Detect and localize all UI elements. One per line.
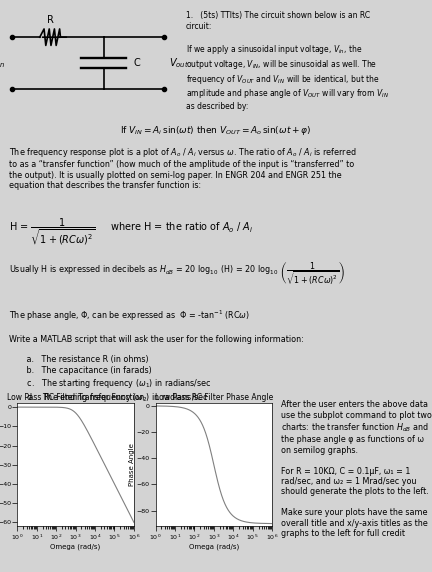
Text: $V_{in}$: $V_{in}$ (0, 56, 5, 70)
Y-axis label: Phase Angle: Phase Angle (129, 443, 135, 486)
Text: H = $\dfrac{1}{\sqrt{1 + (RC\omega)^2}}$     where H = the ratio of $A_o$ / $A_i: H = $\dfrac{1}{\sqrt{1 + (RC\omega)^2}}$… (9, 216, 253, 247)
Text: R: R (47, 15, 54, 25)
Title: Low Pass RC Filter Phase Angle: Low Pass RC Filter Phase Angle (155, 394, 273, 403)
Text: $V_{out}$: $V_{out}$ (169, 56, 189, 70)
Text: After the user enters the above data
use the subplot command to plot two
charts:: After the user enters the above data use… (281, 400, 432, 538)
Text: If $V_{IN} = A_i\,\sin(\omega t)$ then $V_{OUT} = A_o\,\sin(\omega t + \varphi)$: If $V_{IN} = A_i\,\sin(\omega t)$ then $… (121, 124, 311, 137)
X-axis label: Omega (rad/s): Omega (rad/s) (51, 543, 101, 550)
Text: The phase angle, $\Phi$, can be expressed as  $\Phi$ = -tan$^{-1}$ (RC$\omega$): The phase angle, $\Phi$, can be expresse… (9, 309, 250, 323)
Text: Usually H is expressed in decibels as $H_{dB}$ = 20 $\log_{10}$ (H) = 20 $\log_{: Usually H is expressed in decibels as $H… (9, 260, 345, 287)
X-axis label: Omega (rad/s): Omega (rad/s) (189, 543, 239, 550)
Text: The frequency response plot is a plot of $A_o$ / $A_i$ versus $\omega$. The rati: The frequency response plot is a plot of… (9, 146, 356, 190)
Text: C: C (133, 58, 140, 68)
Text: Write a MATLAB script that will ask the user for the following information:

   : Write a MATLAB script that will ask the … (9, 335, 303, 404)
Text: 1.   (5ts) TTlts) The circuit shown below is an RC
circuit:

If we apply a sinus: 1. (5ts) TTlts) The circuit shown below … (186, 11, 389, 111)
Title: Low Pass RC Filter Transfer Function: Low Pass RC Filter Transfer Function (7, 394, 144, 403)
